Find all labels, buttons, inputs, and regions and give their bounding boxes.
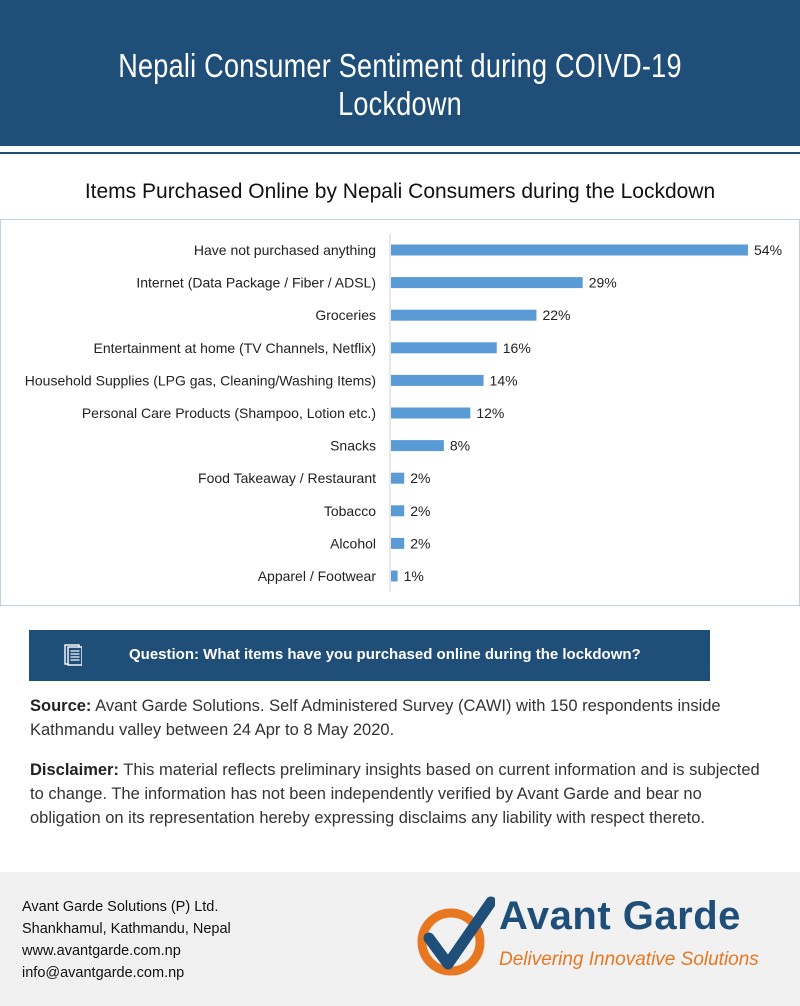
data-label: 1%: [404, 568, 424, 584]
data-label: 14%: [490, 372, 518, 388]
source-label: Source:: [30, 697, 92, 715]
category-label: Groceries: [315, 307, 376, 323]
data-label: 2%: [410, 470, 430, 486]
data-label: 29%: [589, 275, 617, 291]
notes-section: Source: Avant Garde Solutions. Self Admi…: [30, 694, 775, 846]
bar: [391, 277, 583, 289]
category-label: Food Takeaway / Restaurant: [198, 470, 376, 486]
category-label: Alcohol: [330, 535, 376, 551]
page-title: Nepali Consumer Sentiment during COIVD-1…: [118, 47, 682, 122]
bar-chart: Have not purchased anything 54% Internet (…: [0, 219, 800, 606]
source-note: Source: Avant Garde Solutions. Self Admi…: [30, 694, 775, 742]
category-label: Household Supplies (LPG gas, Cleaning/Wa…: [25, 372, 376, 388]
question-text: Question: What items have you purchased …: [129, 646, 641, 663]
bar: [391, 374, 484, 386]
disclaimer-note: Disclaimer: This material reflects preli…: [30, 758, 775, 830]
data-label: 2%: [410, 535, 430, 551]
footer: Avant Garde Solutions (P) Ltd. Shankhamu…: [0, 872, 800, 1006]
bar: [391, 537, 405, 549]
document-icon: [64, 644, 82, 666]
category-label: Internet (Data Package / Fiber / ADSL): [136, 275, 376, 291]
source-text: Avant Garde Solutions. Self Administered…: [30, 697, 721, 739]
data-label: 2%: [410, 503, 430, 519]
company-logo: Avant Garde Delivering Innovative Soluti…: [415, 894, 775, 994]
category-label: Snacks: [330, 438, 376, 454]
bar: [391, 407, 471, 419]
checkmark-logo-icon: [417, 896, 495, 976]
logo-tagline: Delivering Innovative Solutions: [499, 949, 759, 970]
logo-name: Avant Garde: [499, 894, 741, 938]
address-line-company: Avant Garde Solutions (P) Ltd.: [22, 899, 219, 915]
data-label: 22%: [542, 307, 570, 323]
disclaimer-label: Disclaimer:: [30, 761, 119, 779]
data-label: 54%: [754, 242, 782, 258]
website-link[interactable]: www.avantgarde.com.np: [22, 943, 181, 959]
category-label: Entertainment at home (TV Channels, Netf…: [94, 340, 376, 356]
bar: [391, 244, 748, 256]
bar: [391, 309, 537, 321]
category-label: Apparel / Footwear: [258, 568, 377, 584]
bar: [391, 342, 497, 354]
company-address: Avant Garde Solutions (P) Ltd. Shankhamu…: [22, 896, 231, 984]
bar-chart-svg: Have not purchased anything 54% Internet (…: [25, 234, 782, 592]
question-banner: Question: What items have you purchased …: [29, 630, 710, 681]
bar: [391, 505, 405, 517]
data-label: 16%: [503, 340, 531, 356]
address-line-location: Shankhamul, Kathmandu, Nepal: [22, 921, 231, 937]
category-label: Personal Care Products (Shampoo, Lotion …: [82, 405, 376, 421]
header-banner: Nepali Consumer Sentiment during COIVD-1…: [0, 0, 800, 146]
category-label: Have not purchased anything: [194, 242, 376, 258]
data-label: 8%: [450, 438, 470, 454]
bar: [391, 570, 398, 582]
chart-title: Items Purchased Online by Nepali Consume…: [84, 180, 716, 203]
disclaimer-text: This material reflects preliminary insig…: [30, 761, 760, 827]
header-divider: [0, 146, 800, 154]
email-link[interactable]: info@avantgarde.com.np: [22, 965, 185, 981]
bar: [391, 440, 444, 452]
bar: [391, 472, 405, 484]
category-label: Tobacco: [324, 503, 376, 519]
data-label: 12%: [476, 405, 504, 421]
